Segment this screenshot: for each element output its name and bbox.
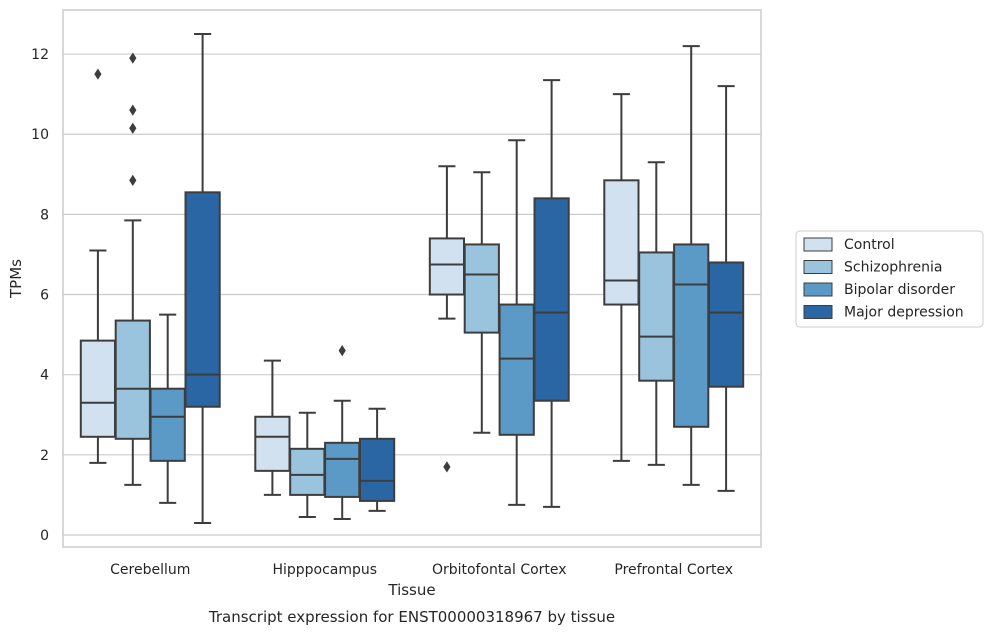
box-major-depression: [707, 85, 745, 492]
y-tick-label: 4: [40, 368, 49, 384]
y-tick-label: 12: [31, 47, 49, 63]
iqr-box: [707, 261, 745, 388]
box-bipolar-disorder: [673, 45, 710, 486]
iqr-box: [79, 339, 117, 438]
iqr-box: [358, 437, 396, 502]
box-major-depression: [358, 407, 396, 512]
box-control: [603, 93, 640, 462]
box-bipolar-disorder: [324, 345, 361, 520]
y-axis-title: TPMs: [7, 259, 25, 299]
iqr-box: [324, 441, 361, 498]
box-bipolar-disorder: [498, 139, 535, 506]
iqr-box: [184, 191, 221, 408]
y-tick-label: 8: [40, 207, 49, 223]
iqr-box: [673, 243, 710, 428]
x-tick-label: Prefrontal Cortex: [614, 562, 733, 578]
legend: Control Schizophrenia Bipolar disorder Majo…: [795, 230, 984, 328]
outlier-marker: [129, 174, 137, 186]
x-tick-label: Cerebellum: [110, 562, 190, 578]
y-tick-label: 0: [40, 528, 49, 544]
x-tick-label: Orbitofontal Cortex: [432, 562, 567, 578]
legend-label: Schizophrenia: [844, 260, 942, 276]
x-tick-label: Hipppocampus: [272, 562, 377, 578]
iqr-box: [149, 387, 186, 462]
box-schizophrenia: [463, 171, 500, 434]
box-groups: [79, 33, 745, 524]
x-axis-title: Tissue: [387, 581, 435, 599]
iqr-box: [428, 237, 466, 296]
iqr-box: [603, 179, 640, 306]
box-control: [79, 68, 117, 464]
iqr-box: [463, 243, 500, 334]
box-major-depression: [184, 33, 221, 524]
iqr-box: [114, 319, 151, 440]
legend-label: Major depression: [844, 305, 964, 321]
box-schizophrenia: [638, 161, 675, 466]
legend-swatch: [803, 260, 833, 274]
y-tick-label: 6: [40, 288, 49, 304]
axis-ticks: 0 2 4 6 8 10 12 Cerebellum Hipppocampus Orbitofon…: [31, 47, 733, 578]
box-schizophrenia: [289, 411, 326, 518]
iqr-box: [498, 303, 535, 436]
box-major-depression: [533, 79, 570, 508]
legend-frame: [795, 230, 984, 328]
outlier-marker: [443, 461, 451, 473]
legend-swatch: [803, 282, 833, 297]
legend-label: Control: [844, 237, 895, 253]
iqr-box: [254, 415, 291, 472]
box-schizophrenia: [114, 52, 151, 486]
box-control: [428, 165, 466, 473]
outlier-marker: [94, 68, 102, 80]
legend-swatch: [803, 305, 833, 319]
box-control: [254, 359, 291, 496]
outlier-marker: [338, 345, 346, 357]
iqr-box: [289, 447, 326, 496]
legend-label: Bipolar disorder: [844, 282, 955, 298]
iqr-box: [533, 197, 570, 402]
y-tick-label: 10: [31, 127, 49, 143]
y-tick-label: 2: [40, 448, 49, 464]
plot-frame: [62, 9, 762, 548]
iqr-box: [638, 251, 675, 382]
outlier-marker: [129, 52, 137, 64]
outlier-marker: [129, 122, 137, 134]
outlier-marker: [129, 104, 137, 116]
box-bipolar-disorder: [149, 313, 186, 504]
legend-swatch: [803, 237, 833, 252]
chart-caption: Transcript expression for ENST0000031896…: [208, 608, 615, 626]
